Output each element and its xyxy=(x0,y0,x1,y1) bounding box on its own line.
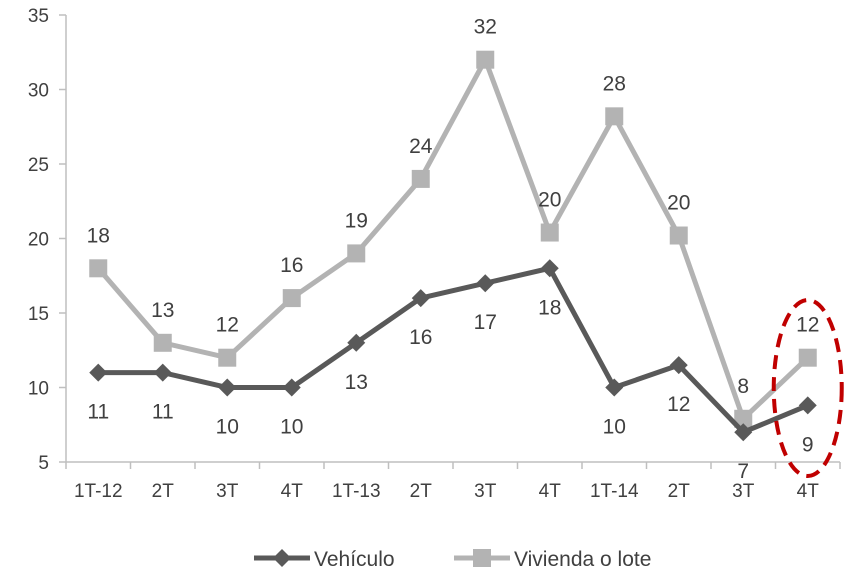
data-label: 10 xyxy=(603,416,626,439)
data-point-square xyxy=(218,348,237,367)
x-tick-label: 4T xyxy=(797,481,820,502)
data-point-square xyxy=(89,259,108,278)
data-point-diamond xyxy=(347,333,366,352)
data-label: 24 xyxy=(409,135,433,158)
x-tick-label: 2T xyxy=(410,481,433,502)
legend: Vehículo Vivienda o lote xyxy=(254,548,651,571)
y-tick-label: 30 xyxy=(28,81,49,102)
data-label: 18 xyxy=(87,224,110,247)
data-point-diamond xyxy=(669,356,688,375)
highlight-ellipse xyxy=(771,298,844,478)
data-label: 10 xyxy=(280,416,303,439)
data-point-square xyxy=(605,107,624,126)
data-point-diamond xyxy=(734,423,753,442)
data-label: 17 xyxy=(474,311,497,334)
x-tick-label: 1T-13 xyxy=(332,481,381,502)
x-tick-label: 2T xyxy=(152,481,175,502)
data-label: 20 xyxy=(667,192,690,215)
series-layer xyxy=(89,50,817,442)
x-tick-label: 1T-14 xyxy=(590,481,639,502)
data-point-diamond xyxy=(218,378,237,397)
data-point-diamond xyxy=(89,363,108,382)
data-point-square xyxy=(734,409,753,428)
data-label: 13 xyxy=(151,299,174,322)
data-point-square xyxy=(798,348,817,367)
data-point-diamond xyxy=(476,274,495,293)
legend-marker-diamond xyxy=(273,549,291,567)
y-tick-label: 20 xyxy=(28,230,49,251)
data-label: 16 xyxy=(409,326,432,349)
data-point-square xyxy=(411,169,430,188)
data-label: 32 xyxy=(474,16,497,39)
data-label: 9 xyxy=(802,433,814,456)
data-point-square xyxy=(669,226,688,245)
data-point-square xyxy=(540,223,559,242)
data-point-square xyxy=(347,244,366,263)
data-point-diamond xyxy=(540,259,559,278)
x-tick-label: 3T xyxy=(732,481,755,502)
series-line xyxy=(98,265,809,436)
y-tick-label: 25 xyxy=(28,155,49,176)
highlight-layer xyxy=(771,298,844,478)
data-point-square xyxy=(476,50,495,69)
data-point-diamond xyxy=(605,378,624,397)
data-label: 16 xyxy=(280,254,303,277)
data-point-diamond xyxy=(798,396,817,415)
legend-item-1: Vivienda o lote xyxy=(454,548,651,571)
x-tick-label: 4T xyxy=(539,481,562,502)
data-label: 12 xyxy=(216,314,239,337)
legend-marker-square xyxy=(473,549,491,567)
data-label: 19 xyxy=(345,209,368,232)
data-label: 12 xyxy=(796,314,819,337)
data-point-square xyxy=(153,333,172,352)
data-label: 18 xyxy=(538,296,561,319)
data-point-diamond xyxy=(153,363,172,382)
data-label: 11 xyxy=(87,401,109,424)
data-label: 7 xyxy=(737,460,749,483)
y-tick-label: 35 xyxy=(28,6,49,27)
data-label: 11 xyxy=(152,401,174,424)
y-tick-label: 15 xyxy=(28,304,49,325)
data-label: 13 xyxy=(345,371,368,394)
y-axis: 5 10 15 20 25 30 35 xyxy=(28,6,67,474)
data-label: 20 xyxy=(538,189,561,212)
x-tick-label: 3T xyxy=(474,481,497,502)
data-point-square xyxy=(282,289,301,308)
data-point-diamond xyxy=(411,289,430,308)
legend-label: Vivienda o lote xyxy=(514,548,651,571)
data-point-diamond xyxy=(282,378,301,397)
series-line xyxy=(96,53,810,424)
x-tick-label: 4T xyxy=(281,481,304,502)
legend-item-0: Vehículo xyxy=(254,548,395,571)
data-label: 28 xyxy=(603,72,626,95)
data-labels: 18 13 12 16 19 24 32 20 28 20 8 12 11 11 10 10 13 16 17 18 1… xyxy=(87,16,820,484)
x-tick-label: 1T-12 xyxy=(74,481,123,502)
x-axis: 1T-12 2T 3T 4T 1T-13 2T 3T 4T 1T-14 2T 3T 4T xyxy=(65,461,841,502)
x-tick-label: 2T xyxy=(668,481,691,502)
data-label: 8 xyxy=(737,375,749,398)
y-tick-label: 5 xyxy=(38,453,49,474)
data-label: 12 xyxy=(667,393,690,416)
series-0 xyxy=(89,259,817,442)
data-label: 10 xyxy=(216,416,239,439)
legend-label: Vehículo xyxy=(314,548,395,571)
x-tick-label: 3T xyxy=(216,481,239,502)
series-1 xyxy=(89,50,817,428)
y-tick-label: 10 xyxy=(28,379,49,400)
